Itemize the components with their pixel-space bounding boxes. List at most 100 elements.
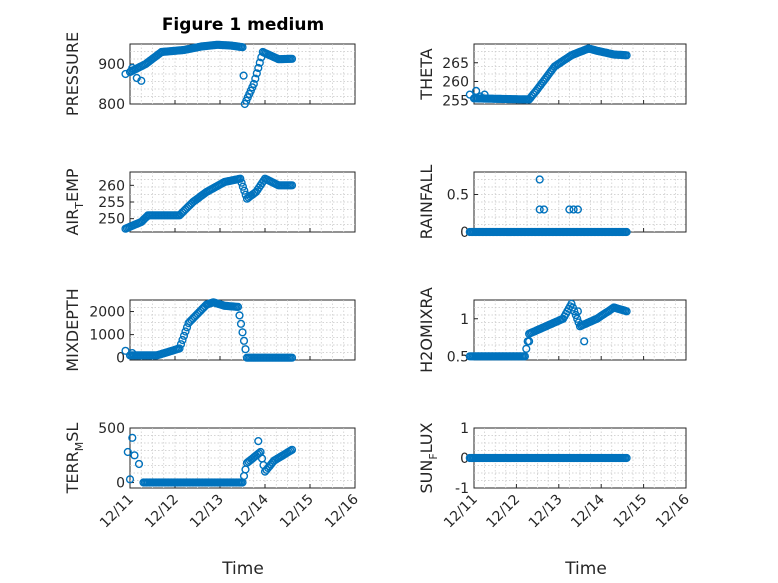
data-point: [128, 63, 137, 73]
y-tick-label: 800: [98, 97, 125, 113]
y-tick-label: 0: [116, 476, 125, 492]
data-point: [233, 302, 243, 312]
data-point: [524, 337, 534, 346]
subplot-6: 0 500 TERRMSL 12/11 12/12 12/13 12/14 12/15 12/1…: [63, 421, 362, 531]
x-tick-label: 12/14: [568, 491, 608, 531]
y-tick-label: 1: [460, 312, 469, 328]
subplot-4: 0 1000 2000 MIXDEPTH: [63, 288, 356, 372]
data-point: [569, 205, 578, 214]
data-point: [255, 58, 264, 67]
y-tick-label: 1: [460, 421, 469, 437]
x-tick-label: 12/14: [232, 491, 272, 531]
data-point: [237, 178, 246, 187]
x-tick-label: 12/12: [483, 492, 523, 532]
x-tick-label: 12/13: [187, 492, 227, 532]
data-point: [251, 74, 260, 83]
data-point: [240, 186, 249, 195]
y-tick-label: 0: [460, 225, 469, 241]
data-point: [573, 205, 583, 214]
subplot-1: 255 260 265 THETA: [417, 43, 687, 109]
y-tick-label: 0.5: [447, 349, 469, 365]
data-point: [573, 314, 582, 323]
data-point: [123, 447, 132, 457]
y-tick-label: 500: [98, 421, 125, 437]
subplot-0: 800 900 PRESSURE: [63, 32, 356, 116]
subplot-3: 0 0.5 RAINFALL: [417, 165, 687, 241]
y-tick-label: 2000: [89, 305, 125, 321]
data-point: [570, 307, 579, 316]
data-point: [287, 445, 297, 454]
data-point: [121, 346, 130, 355]
data-point: [130, 451, 139, 460]
data-point: [472, 86, 481, 96]
y-tick-label: 255: [98, 195, 125, 211]
x-tick-label: 12/12: [142, 492, 182, 532]
data-point: [287, 181, 297, 190]
data-point: [565, 205, 574, 214]
y-tick-label: 250: [98, 212, 125, 228]
data-point: [580, 337, 589, 346]
y-tick-label: 255: [442, 93, 469, 109]
data-point: [539, 205, 549, 214]
data-point: [535, 175, 544, 184]
x-tick-label: 12/11: [97, 492, 137, 532]
y-axis-label: TERRMSL: [63, 423, 86, 495]
data-point: [287, 54, 297, 63]
data-point: [179, 331, 189, 340]
y-axis-label: RAINFALL: [417, 165, 436, 240]
y-tick-label: 900: [98, 57, 125, 73]
data-point: [121, 69, 130, 79]
data-point: [137, 76, 146, 85]
data-point: [238, 328, 247, 337]
data-point: [175, 344, 184, 353]
data-point: [480, 90, 489, 99]
y-tick-label: 0.5: [447, 188, 469, 204]
data-point: [176, 340, 186, 349]
x-tick-label: 12/11: [441, 492, 481, 532]
y-tick-label: 265: [442, 56, 469, 72]
data-point: [622, 51, 631, 60]
data-point: [239, 71, 248, 80]
y-axis-label: H2OMIXRA: [417, 287, 436, 373]
data-point: [238, 43, 247, 52]
data-point: [522, 344, 531, 353]
data-point: [622, 453, 631, 463]
x-tick-label: 12/16: [653, 491, 693, 531]
data-point: [235, 311, 244, 320]
data-point: [520, 352, 530, 361]
data-point: [476, 92, 485, 101]
data-point: [128, 349, 137, 358]
data-point: [241, 345, 250, 354]
y-axis-label: MIXDEPTH: [63, 288, 82, 371]
x-axis-label-left: Time: [221, 559, 264, 579]
data-point: [254, 63, 263, 73]
subplot-5: 0.5 1 H2OMIXRA: [417, 287, 687, 373]
y-axis-label: SUNFLUX: [417, 422, 440, 493]
y-tick-label: 260: [442, 75, 469, 91]
y-axis-label: AIRTEMP: [63, 168, 86, 235]
x-tick-label: 12/15: [277, 492, 317, 532]
data-point: [125, 475, 135, 484]
data-point: [465, 90, 474, 99]
y-tick-label: 0: [116, 351, 125, 367]
y-axis-label: PRESSURE: [63, 32, 82, 116]
data-point: [134, 459, 144, 469]
data-point: [181, 327, 190, 336]
x-tick-label: 12/13: [526, 492, 566, 532]
data-point: [238, 182, 248, 191]
data-point: [535, 205, 544, 214]
data-point: [128, 433, 137, 442]
y-tick-label: 1000: [89, 328, 125, 344]
data-point: [567, 299, 576, 308]
data-point: [573, 307, 583, 316]
data-point: [236, 319, 246, 328]
y-tick-label: 260: [98, 178, 125, 194]
x-tick-label: 12/16: [322, 491, 362, 531]
figure-title: Figure 1 medium: [162, 15, 324, 35]
x-tick-label: 12/15: [611, 492, 651, 532]
data-point: [239, 336, 249, 345]
